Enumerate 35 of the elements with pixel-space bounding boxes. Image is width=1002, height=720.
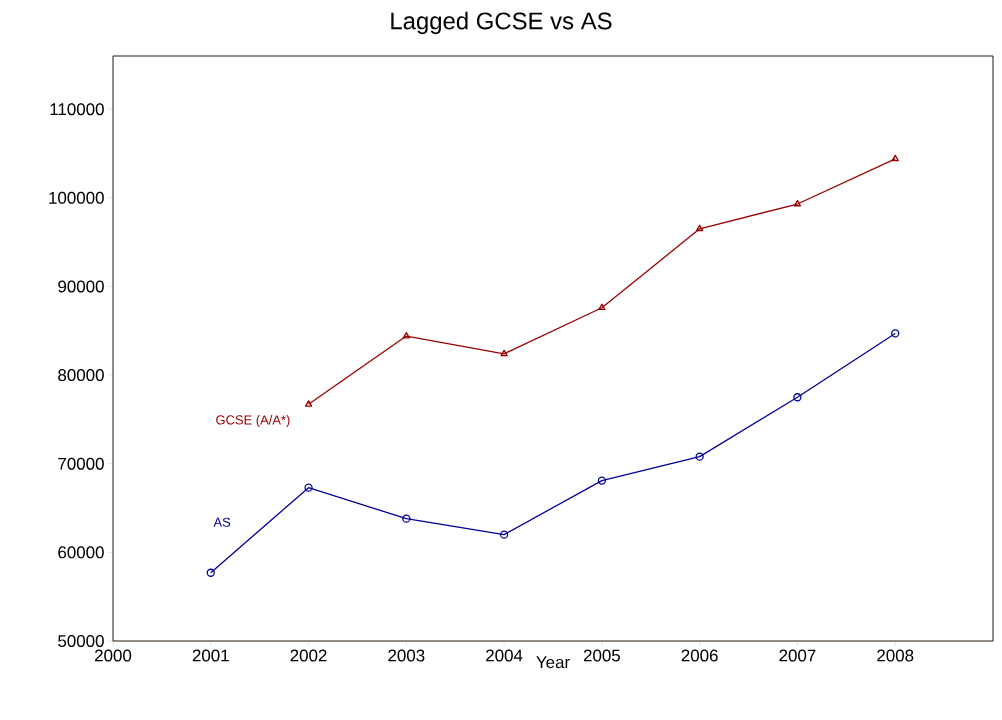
point — [402, 331, 411, 339]
point — [304, 400, 313, 407]
x-tick-label: 2008 — [877, 649, 914, 662]
point — [695, 452, 704, 461]
x-tick-label: 2004 — [486, 649, 523, 662]
point — [793, 199, 802, 207]
y-tick-label: 60000 — [58, 546, 104, 559]
point — [793, 393, 802, 402]
y-tick-label: 90000 — [58, 280, 104, 293]
series-label: GCSE (A/A*) — [216, 415, 290, 428]
point — [402, 514, 411, 523]
point — [695, 224, 704, 232]
x-tick-label: 2003 — [388, 649, 425, 662]
x-tick-label: 2001 — [192, 649, 229, 662]
point — [598, 303, 606, 311]
y-tick-label: 70000 — [58, 457, 104, 470]
x-axis-title: Year — [536, 656, 570, 669]
y-tick-label: 110000 — [50, 103, 104, 116]
x-tick-label: 2005 — [583, 649, 620, 662]
x-tick-label: 2000 — [95, 649, 132, 662]
y-tick-label: 100000 — [49, 191, 104, 204]
point — [304, 483, 313, 492]
y-tick-label: 50000 — [58, 635, 104, 647]
chart-title: Lagged GCSE vs AS — [391, 11, 612, 35]
point — [500, 349, 508, 357]
x-tick-label: 2006 — [681, 649, 718, 662]
point — [206, 568, 215, 577]
x-tick-label: 2002 — [290, 649, 327, 662]
point — [891, 329, 900, 338]
point — [891, 154, 899, 162]
series-label: AS — [213, 517, 231, 527]
point — [597, 476, 607, 485]
x-tick-label: 2007 — [779, 649, 816, 662]
y-tick-label: 80000 — [58, 369, 104, 382]
point — [499, 530, 509, 539]
